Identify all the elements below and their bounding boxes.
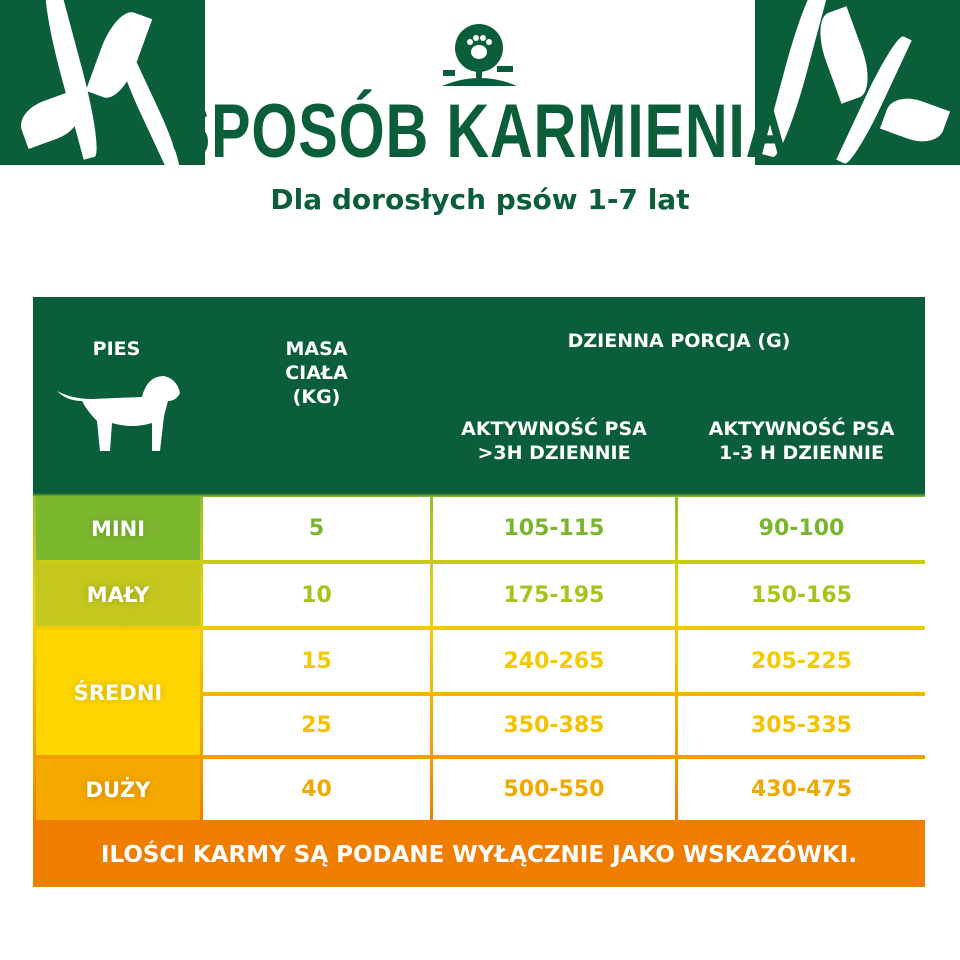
size-maly: MAŁY	[36, 564, 200, 626]
cell-mass: 15	[203, 630, 430, 692]
cell-mass: 10	[203, 564, 430, 626]
decorative-leaves-left	[0, 0, 205, 165]
cell-mass: 5	[203, 497, 430, 560]
header-active-high: AKTYWNOŚĆ PSA >3H DZIENNIE	[433, 389, 675, 493]
dog-icon	[56, 376, 180, 451]
size-mini: MINI	[36, 497, 200, 560]
decorative-leaves-right	[755, 0, 960, 165]
cell-high: 175-195	[433, 564, 675, 626]
header-active-low: AKTYWNOŚĆ PSA 1-3 H DZIENNIE	[678, 389, 925, 493]
tree-paw-logo-icon	[442, 24, 517, 86]
cell-high: 240-265	[433, 630, 675, 692]
cell-high: 500-550	[433, 759, 675, 820]
header-daily: DZIENNA PORCJA (G)	[433, 297, 925, 385]
size-duzy: DUŻY	[36, 759, 200, 820]
header-mass: MASA CIAŁA (KG)	[203, 297, 430, 493]
header-mass-label: MASA CIAŁA (KG)	[285, 338, 348, 408]
feeding-table: PIES MASA CIAŁA (KG) DZIENNA PORCJA (G) …	[33, 297, 925, 887]
header-dog-label: PIES	[92, 338, 141, 360]
cell-low: 430-475	[678, 759, 925, 820]
cell-high: 350-385	[433, 696, 675, 755]
page-subtitle: Dla dorosłych psów 1-7 lat	[270, 183, 690, 216]
header-dog: PIES	[33, 297, 200, 493]
footer-note: ILOŚCI KARMY SĄ PODANE WYŁĄCZNIE JAKO WS…	[33, 822, 925, 887]
cell-low: 205-225	[678, 630, 925, 692]
cell-mass: 25	[203, 696, 430, 755]
size-sredni: ŚREDNI	[36, 630, 200, 755]
page-title: SPOSÓB KARMIENIA	[170, 89, 790, 174]
cell-low: 90-100	[678, 497, 925, 560]
cell-high: 105-115	[433, 497, 675, 560]
cell-low: 150-165	[678, 564, 925, 626]
cell-low: 305-335	[678, 696, 925, 755]
cell-mass: 40	[203, 759, 430, 820]
